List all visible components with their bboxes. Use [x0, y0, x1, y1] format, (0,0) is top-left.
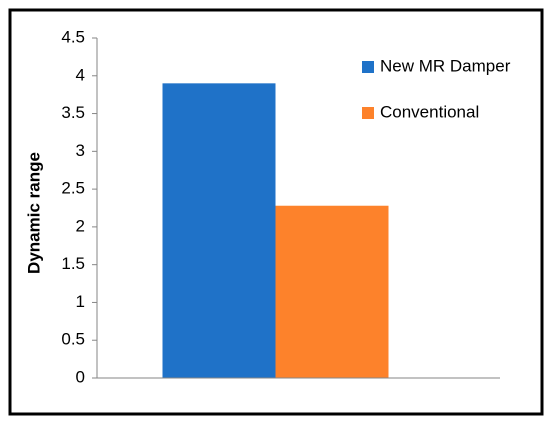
legend-label: New MR Damper	[380, 56, 511, 75]
y-axis-label: Dynamic range	[24, 152, 43, 274]
bar	[275, 205, 389, 378]
y-tick-label: 4.5	[61, 27, 85, 46]
y-tick-label: 2.5	[61, 179, 85, 198]
y-tick-label: 0.5	[61, 330, 85, 349]
legend-label: Conventional	[380, 102, 479, 121]
bar	[162, 83, 276, 378]
legend-swatch	[362, 61, 374, 73]
legend-swatch	[362, 107, 374, 119]
y-tick-label: 0	[76, 367, 85, 386]
y-tick-label: 1.5	[61, 254, 85, 273]
y-tick-label: 2	[76, 216, 85, 235]
y-tick-label: 3	[76, 141, 85, 160]
y-tick-label: 1	[76, 292, 85, 311]
y-tick-label: 3.5	[61, 103, 85, 122]
y-tick-label: 4	[76, 65, 85, 84]
